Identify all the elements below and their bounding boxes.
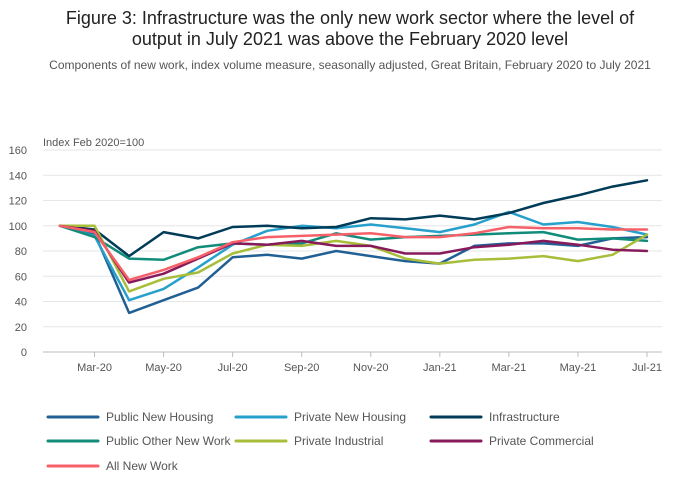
- legend-label-infrastructure: Infrastructure: [489, 410, 560, 424]
- x-tick-label-3: Sep-20: [284, 362, 319, 374]
- legend-label-public-other-new-work: Public Other New Work: [106, 434, 231, 448]
- series-line-private-industrial: [58, 224, 649, 293]
- chart-title-line-2: output in July 2021 was above the Februa…: [132, 29, 568, 49]
- legend-label-private-new-housing: Private New Housing: [294, 410, 406, 424]
- series-lines: [58, 179, 649, 315]
- series-line-all-new-work: [58, 224, 649, 282]
- x-tick-label-0: Mar-20: [77, 362, 112, 374]
- y-tick-label-0: 0: [21, 347, 27, 359]
- chart-subtitle: Components of new work, index volume mea…: [49, 58, 651, 72]
- y-axis-label: Index Feb 2020=100: [43, 137, 144, 149]
- legend-label-all-new-work: All New Work: [106, 459, 179, 473]
- series-line-public-new-housing: [58, 224, 649, 315]
- x-tick-label-7: May-21: [560, 362, 597, 374]
- y-tick-label-140: 140: [9, 170, 27, 182]
- x-tick-label-2: Jul-20: [218, 362, 248, 374]
- x-axis: Mar-20 May-20 Jul-20 Sep-20 Nov-20 Jan-21 Mar-…: [77, 352, 662, 374]
- x-tick-label-5: Jan-21: [423, 362, 457, 374]
- y-tick-label-100: 100: [9, 221, 27, 233]
- x-tick-label-8: Jul-21: [632, 362, 662, 374]
- series-line-private-commercial: [58, 224, 649, 284]
- x-tick-label-4: Nov-20: [353, 362, 388, 374]
- x-tick-label-1: May-20: [145, 362, 182, 374]
- legend: Public New Housing Private New Housing Inf…: [46, 410, 594, 473]
- legend-label-private-industrial: Private Industrial: [294, 434, 383, 448]
- series-line-private-new-housing: [58, 210, 649, 302]
- y-tick-label-40: 40: [15, 297, 27, 309]
- y-tick-label-120: 120: [9, 196, 27, 208]
- series-line-public-other-new-work: [58, 224, 649, 262]
- series-line-infrastructure: [58, 179, 649, 258]
- x-tick-label-6: Mar-21: [491, 362, 526, 374]
- y-tick-label-80: 80: [15, 246, 27, 258]
- y-tick-label-20: 20: [15, 322, 27, 334]
- y-axis-ticks: 0 20 40 60 80 100 120 140 160: [9, 145, 27, 359]
- legend-label-private-commercial: Private Commercial: [489, 434, 594, 448]
- legend-label-public-new-housing: Public New Housing: [106, 410, 213, 424]
- chart-title-line-1: Figure 3: Infrastructure was the only ne…: [66, 8, 635, 28]
- y-tick-label-160: 160: [9, 145, 27, 157]
- y-tick-label-60: 60: [15, 271, 27, 283]
